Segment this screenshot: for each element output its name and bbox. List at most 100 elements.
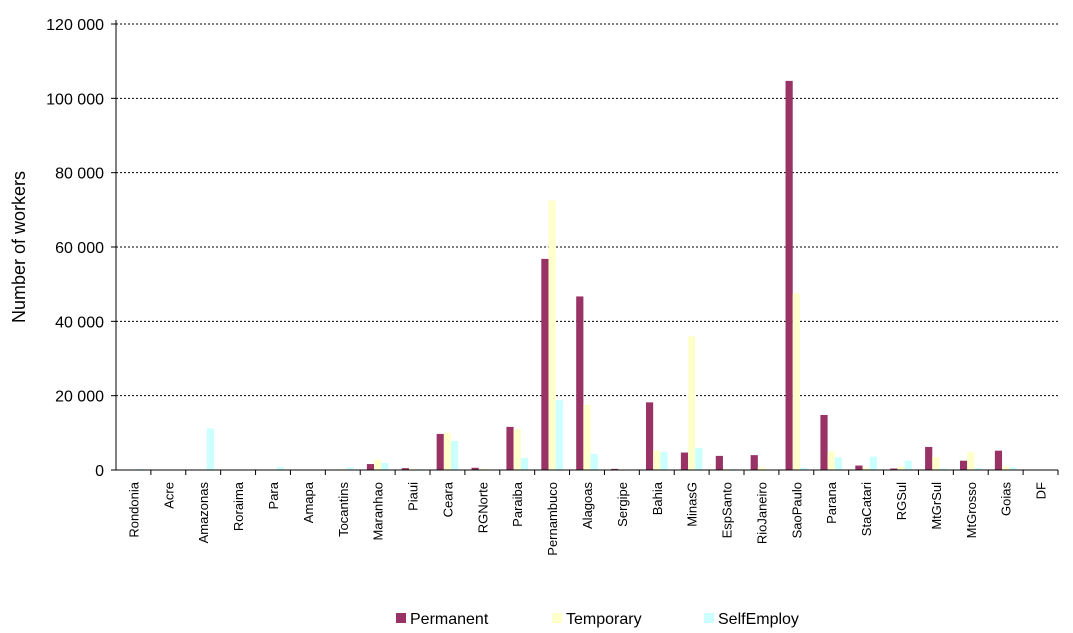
bar-temporary [408, 468, 417, 470]
y-tick-label: 120 000 [46, 17, 104, 34]
x-tick-label: Piaui [406, 482, 421, 511]
bar-permanent [645, 402, 654, 470]
bar-selfemploy [520, 458, 529, 470]
y-tick-labels: 0 20 000 40 000 60 000 80 000 100 000 120 000 [46, 17, 104, 480]
bar-temporary [688, 336, 696, 470]
bar-temporary [862, 467, 870, 470]
bar-temporary [374, 459, 382, 470]
bar-temporary [583, 404, 591, 470]
legend-swatch-temporary [552, 613, 562, 623]
x-tick-label: Goias [999, 482, 1014, 516]
gridlines [116, 23, 1058, 397]
bar-temporary [827, 451, 835, 470]
bar-selfemploy [206, 428, 215, 470]
bar-temporary [548, 200, 556, 470]
bar-permanent [820, 414, 828, 470]
x-tick-label: DF [1034, 482, 1049, 499]
x-tick-label: MtGrosso [964, 482, 979, 538]
x-tick-label: Amapa [301, 481, 316, 523]
bar-selfemploy [451, 441, 459, 470]
x-tick-label: Amazonas [196, 482, 211, 544]
bar-selfemploy [346, 467, 354, 470]
x-tick-label: Ceara [440, 481, 455, 517]
bar-permanent [366, 464, 375, 470]
y-tick-label: 20 000 [55, 389, 104, 406]
x-tick-label: Alagoas [580, 482, 595, 529]
x-tick-label: Sergipe [615, 482, 630, 527]
bar-temporary [722, 468, 731, 470]
bar-selfemploy [730, 468, 738, 470]
bar-permanent [750, 455, 758, 470]
bar-permanent [401, 468, 409, 470]
x-tick-label: Parana [824, 481, 839, 524]
axes [111, 20, 1059, 475]
x-tick-label: RioJaneiro [754, 482, 769, 544]
bar-temporary [967, 452, 975, 470]
bar-permanent [785, 80, 793, 471]
bar-permanent [436, 433, 444, 470]
bar-selfemploy [590, 454, 598, 470]
bar-temporary [443, 432, 452, 470]
bar-selfemploy [137, 468, 145, 470]
bar-temporary [1002, 466, 1010, 470]
x-tick-label: SaoPaulo [789, 482, 804, 538]
y-tick-label: 100 000 [46, 91, 104, 108]
y-tick-label: 40 000 [55, 314, 104, 331]
y-tick-label: 60 000 [55, 240, 104, 257]
bar-selfemploy [869, 456, 877, 470]
legend-swatch-selfemploy [704, 613, 714, 623]
x-tick-label: EspSanto [720, 482, 735, 538]
bar-permanent [576, 296, 584, 470]
x-tick-label: Acre [161, 482, 176, 509]
x-tick-label: MinasG [685, 482, 700, 527]
x-tick-label: RGNorte [475, 482, 490, 533]
bar-temporary [757, 467, 766, 470]
bar-permanent [959, 460, 968, 470]
bar-temporary [478, 468, 486, 470]
bar-selfemploy [939, 468, 947, 470]
bar-selfemploy [834, 457, 843, 470]
x-tick-label: Pernambuco [545, 482, 560, 556]
bar-permanent [925, 446, 933, 470]
x-tick-label: Bahia [650, 481, 665, 515]
bar-selfemploy [381, 462, 389, 470]
y-tick-label: 80 000 [55, 166, 104, 183]
bar-temporary [653, 450, 661, 470]
bar-selfemploy [695, 448, 703, 470]
x-tick-label: MtGrSul [929, 482, 944, 530]
bar-temporary [339, 468, 347, 470]
x-tick-label: Paraiba [510, 481, 525, 527]
bar-permanent [994, 450, 1003, 470]
y-tick-label: 0 [95, 463, 104, 480]
bars [137, 80, 1017, 471]
bar-selfemploy [660, 452, 668, 470]
bar-temporary [513, 429, 521, 470]
bar-temporary [897, 466, 905, 470]
x-tick-label: Rondonia [126, 481, 141, 537]
legend-label-selfemploy: SelfEmploy [718, 611, 799, 628]
x-tick-label: Para [266, 481, 281, 509]
x-tick-labels: Rondonia Acre Amazonas Roraima Para Amapa Toca… [126, 481, 1048, 555]
x-tick-label: StaCatari [859, 482, 874, 536]
bar-selfemploy [904, 460, 912, 470]
legend-swatch-permanent [396, 613, 406, 623]
bar-permanent [506, 426, 514, 470]
bar-permanent [715, 455, 723, 470]
x-tick-label: Roraima [231, 481, 246, 531]
bar-permanent [680, 452, 689, 470]
legend: Permanent Temporary SelfEmploy [396, 611, 799, 628]
y-axis-title: Number of workers [9, 171, 29, 323]
bar-selfemploy [276, 467, 284, 470]
bar-selfemploy [799, 467, 808, 470]
x-tick-label: Maranhao [371, 482, 386, 541]
bar-selfemploy [974, 468, 982, 470]
x-tick-label: Tocantins [336, 482, 351, 537]
bar-temporary [932, 456, 940, 470]
bar-permanent [611, 468, 619, 470]
bar-permanent [541, 258, 549, 470]
bar-selfemploy [1009, 467, 1017, 470]
legend-label-permanent: Permanent [410, 611, 489, 628]
bar-temporary [792, 293, 800, 470]
